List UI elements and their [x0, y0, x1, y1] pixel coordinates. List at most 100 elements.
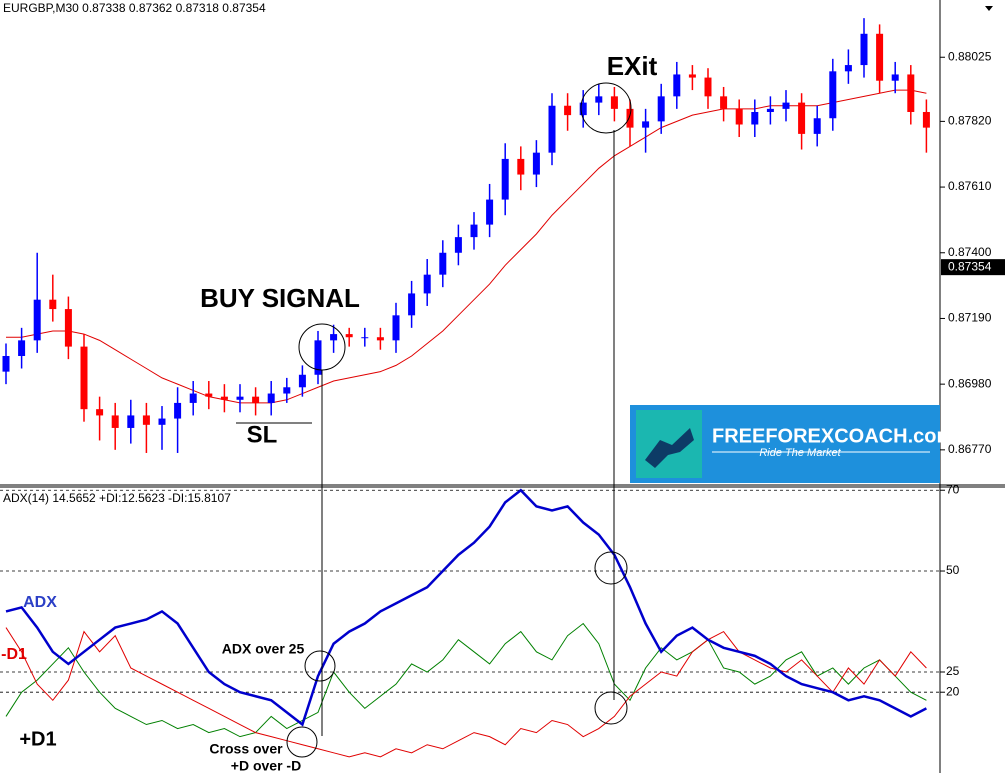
candle-body	[127, 415, 135, 428]
candle-body	[564, 105, 572, 116]
logo-tagline: Ride The Market	[759, 447, 841, 459]
candle-body	[860, 33, 868, 66]
candle-body	[782, 102, 790, 109]
candle-body	[18, 340, 26, 356]
candle-body	[267, 393, 275, 403]
candle-body	[642, 121, 650, 128]
candle-body	[704, 77, 712, 97]
candle-body	[735, 108, 743, 125]
last-price-box	[941, 259, 1005, 276]
candle-body	[298, 374, 306, 388]
candle-body	[236, 396, 244, 400]
legend-label: -D1	[1, 646, 27, 663]
y-tick-label: 0.87820	[948, 114, 992, 128]
indicator-line	[5, 488, 927, 727]
candle-body	[844, 65, 852, 72]
candle-body	[49, 299, 57, 310]
candle-body	[798, 102, 806, 134]
candle-body	[361, 337, 369, 339]
candle-body	[579, 102, 587, 116]
candle-body	[111, 415, 119, 428]
candle-body	[486, 199, 494, 225]
candle-body	[532, 152, 540, 175]
candle-body	[813, 118, 821, 134]
candle-body	[64, 309, 72, 347]
candle-body	[252, 396, 260, 403]
legend-label: +D1	[19, 728, 56, 750]
candle-body	[876, 33, 884, 81]
marks: 0.86770 0.86980 0.87190 0.87400 0.87610 0.878…	[0, 18, 1005, 758]
candle-body	[330, 334, 338, 341]
candle-body	[174, 402, 182, 419]
candle-body	[657, 96, 665, 122]
logo-bull	[645, 428, 694, 468]
candle-body	[33, 299, 41, 341]
y-tick-label: 0.87190	[948, 311, 992, 325]
chart-title: EURGBP,M30 0.87338 0.87362 0.87318 0.873…	[3, 1, 266, 15]
candle-body	[423, 274, 431, 294]
candle-body	[626, 108, 634, 128]
candle-body	[314, 340, 322, 375]
candle-body	[189, 393, 197, 403]
y-tick-label: 25	[946, 664, 960, 678]
y-tick-label: 0.88025	[948, 49, 992, 63]
candle-body	[907, 74, 915, 112]
candle-body	[610, 96, 618, 109]
legend-label: ADX	[23, 594, 57, 611]
candle-body	[766, 108, 774, 112]
indicator-line	[5, 627, 927, 758]
candle-body	[2, 355, 10, 372]
circle	[304, 650, 336, 682]
logo-name: FREEFOREXCOACH.com	[712, 425, 954, 447]
circle	[594, 551, 628, 585]
candle-body	[345, 334, 353, 338]
y-tick-label: 0.86980	[948, 376, 992, 390]
annotation: SL	[247, 421, 278, 448]
candle-body	[80, 346, 88, 410]
annotation: BUY SIGNAL	[200, 283, 360, 313]
candle-body	[720, 96, 728, 109]
candle-body	[829, 71, 837, 119]
candle-body	[673, 74, 681, 97]
candle-body	[376, 337, 384, 341]
annotation: EXit	[607, 51, 658, 81]
candle-body	[158, 418, 166, 425]
candle-body	[922, 111, 930, 128]
y-tick-label: 0.86770	[948, 442, 992, 456]
y-tick-label: 0.87400	[948, 245, 992, 259]
y-tick-label: 50	[946, 563, 960, 577]
moving-average	[6, 89, 927, 404]
candle-body	[517, 158, 525, 175]
candle-body	[408, 293, 416, 316]
annotation: Cross over	[209, 741, 283, 757]
circle	[286, 726, 318, 758]
indicator-title: ADX(14) 14.5652 +DI:12.5623 -DI:15.8107	[3, 491, 231, 505]
candle-body	[470, 224, 478, 238]
circle	[594, 691, 628, 725]
indicator-line	[5, 622, 927, 738]
y-tick-label: 0.87610	[948, 179, 992, 193]
menu-arrow[interactable]	[985, 6, 993, 11]
candle-body	[688, 74, 696, 78]
candle-body	[220, 396, 228, 400]
last-price: 0.87354	[948, 259, 992, 273]
candle-body	[283, 387, 291, 394]
candle-body	[548, 105, 556, 153]
candle-body	[142, 415, 150, 425]
candle-body	[891, 74, 899, 81]
candle-body	[454, 237, 462, 253]
candle-body	[595, 96, 603, 103]
candle-body	[96, 409, 104, 416]
annotation: +D over -D	[231, 758, 301, 773]
candle-body	[392, 315, 400, 341]
candle-body	[751, 111, 759, 125]
annotation: ADX over 25	[222, 641, 305, 657]
candle-body	[205, 393, 213, 397]
candle-body	[501, 158, 509, 200]
circle	[580, 82, 632, 134]
y-tick-label: 20	[946, 684, 960, 698]
candle-body	[439, 252, 447, 275]
